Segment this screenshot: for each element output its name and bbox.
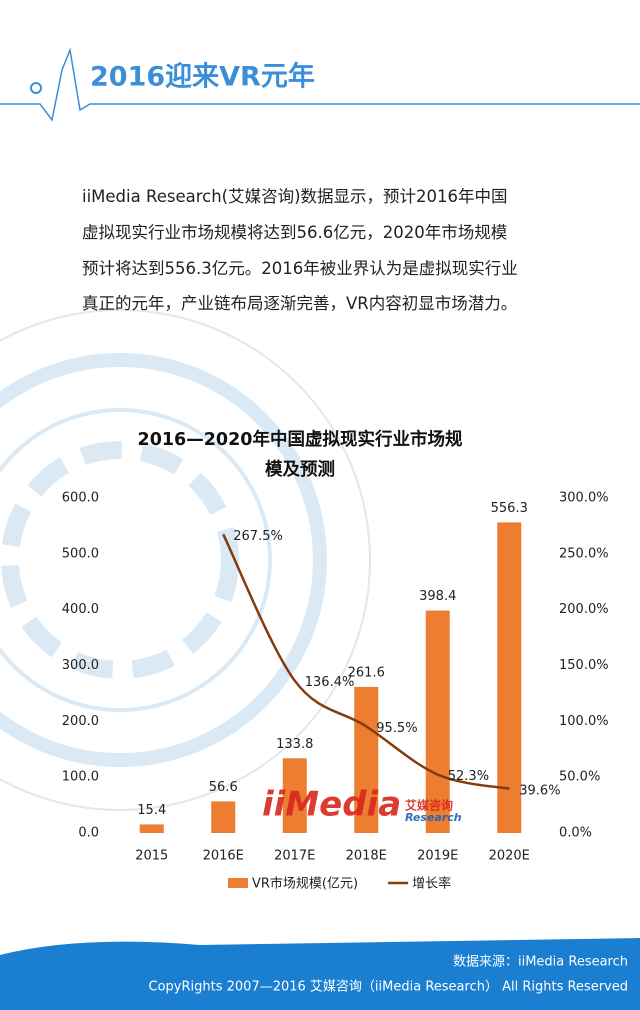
x-tick-label: 2017E [274,849,315,864]
plot: 0.0 100.0 200.0 300.0 400.0 500.0 600.0 0.0% 50.… [62,491,609,892]
bar [497,522,522,833]
bar-label: 556.3 [491,501,528,516]
bar [139,824,164,833]
bar [211,801,236,833]
y-tick-label: 500.0 [62,546,99,561]
y-tick-label: 300.0 [62,658,99,673]
bar [282,758,307,833]
y2-tick-label: 200.0% [559,602,609,617]
y-tick-label: 200.0 [62,714,99,729]
x-tick-label: 2015 [135,849,168,864]
legend-label: 增长率 [412,876,451,892]
paragraph-line: 真正的元年，产业链布局逐渐完善，VR内容初显市场潜力。 [82,294,518,313]
watermark: iiMedia 艾媒咨询 Research [262,785,462,825]
watermark-sub: Research [405,811,462,824]
paragraph-line: 虚拟现实行业市场规模将达到56.6亿元，2020年市场规模 [82,223,508,242]
line [222,533,510,791]
y-tick-label: 600.0 [62,491,99,506]
x-tick-label: 2018E [346,849,387,864]
y-tick-label: 100.0 [62,770,99,785]
bar-label: 398.4 [419,589,456,604]
y2-tick-label: 250.0% [559,546,609,561]
line-label: 95.5% [376,721,417,736]
bar [425,610,450,833]
bar [354,686,379,833]
y2-tick-label: 300.0% [559,491,609,506]
watermark-logo: iiMedia [262,785,401,825]
decoration [0,309,371,811]
line-label: 267.5% [233,529,283,544]
y2-tick-label: 0.0% [559,826,592,841]
legend-swatch [228,878,248,888]
bar-label: 261.6 [348,665,385,680]
y2-tick-label: 100.0% [559,714,609,729]
bar-label: 15.4 [137,803,166,818]
x-tick-label: 2020E [489,849,530,864]
y-tick-label: 400.0 [62,602,99,617]
x-tick-label: 2019E [417,849,458,864]
y2-tick-label: 50.0% [559,770,600,785]
y-tick-label: 0.0 [78,826,99,841]
header-title: 2016迎来VR元年 [90,61,315,93]
footer-copyright: CopyRights 2007—2016 艾媒咨询（iiMedia Resear… [149,980,628,995]
header-icon [30,82,42,94]
footer-source: 数据来源：iiMedia Research [453,955,628,970]
watermark-cn: 艾媒咨询 [405,798,453,813]
paragraph-line: iiMedia Research(艾媒咨询)数据显示，预计2016年中国 [82,187,508,206]
paragraph-line: 预计将达到556.3亿元。2016年被业界认为是虚拟现实行业 [82,259,518,278]
bar-label: 56.6 [209,780,238,795]
legend-label: VR市场规模(亿元) [252,876,358,892]
line-label: 136.4% [305,675,355,690]
line-label: 52.3% [448,769,489,784]
bar-label: 133.8 [276,737,313,752]
y2-tick-label: 150.0% [559,658,609,673]
footer-band [0,938,640,1010]
header-line [0,47,640,122]
line-label: 39.6% [519,783,560,798]
chart-title: 2016—2020年中国虚拟现实行业市场规模及预测 [137,430,463,480]
x-tick-label: 2016E [203,849,244,864]
